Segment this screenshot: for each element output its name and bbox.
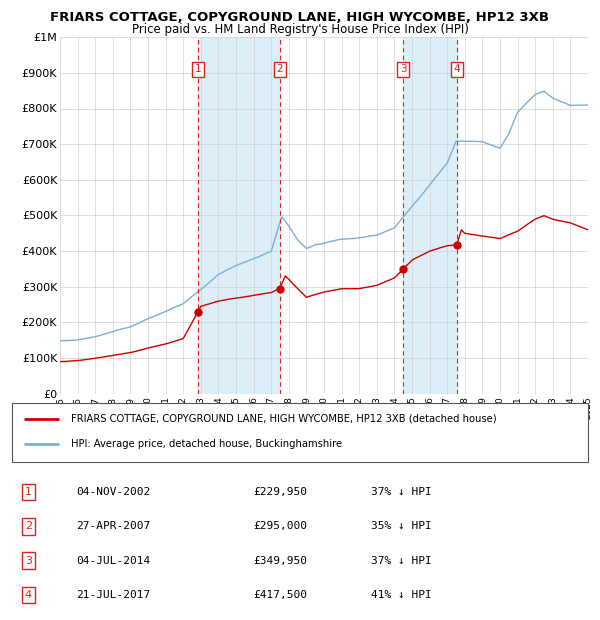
- Text: 35% ↓ HPI: 35% ↓ HPI: [371, 521, 431, 531]
- Text: 4: 4: [454, 64, 460, 74]
- Text: £295,000: £295,000: [253, 521, 307, 531]
- Text: HPI: Average price, detached house, Buckinghamshire: HPI: Average price, detached house, Buck…: [71, 439, 342, 449]
- Text: 4: 4: [25, 590, 32, 600]
- Text: 04-JUL-2014: 04-JUL-2014: [77, 556, 151, 565]
- Text: 41% ↓ HPI: 41% ↓ HPI: [371, 590, 431, 600]
- Text: 3: 3: [400, 64, 407, 74]
- Text: 21-JUL-2017: 21-JUL-2017: [77, 590, 151, 600]
- Text: Price paid vs. HM Land Registry's House Price Index (HPI): Price paid vs. HM Land Registry's House …: [131, 23, 469, 36]
- Text: 2: 2: [277, 64, 283, 74]
- FancyBboxPatch shape: [12, 403, 588, 461]
- Text: 37% ↓ HPI: 37% ↓ HPI: [371, 487, 431, 497]
- Text: £417,500: £417,500: [253, 590, 307, 600]
- Text: 1: 1: [194, 64, 201, 74]
- Text: 04-NOV-2002: 04-NOV-2002: [77, 487, 151, 497]
- Text: £229,950: £229,950: [253, 487, 307, 497]
- Text: £349,950: £349,950: [253, 556, 307, 565]
- Text: FRIARS COTTAGE, COPYGROUND LANE, HIGH WYCOMBE, HP12 3XB (detached house): FRIARS COTTAGE, COPYGROUND LANE, HIGH WY…: [71, 414, 496, 423]
- Text: 27-APR-2007: 27-APR-2007: [77, 521, 151, 531]
- Bar: [403, 37, 457, 394]
- Text: 3: 3: [25, 556, 32, 565]
- Bar: [198, 37, 280, 394]
- Text: 1: 1: [25, 487, 32, 497]
- Text: 2: 2: [25, 521, 32, 531]
- Text: FRIARS COTTAGE, COPYGROUND LANE, HIGH WYCOMBE, HP12 3XB: FRIARS COTTAGE, COPYGROUND LANE, HIGH WY…: [50, 11, 550, 24]
- Text: 37% ↓ HPI: 37% ↓ HPI: [371, 556, 431, 565]
